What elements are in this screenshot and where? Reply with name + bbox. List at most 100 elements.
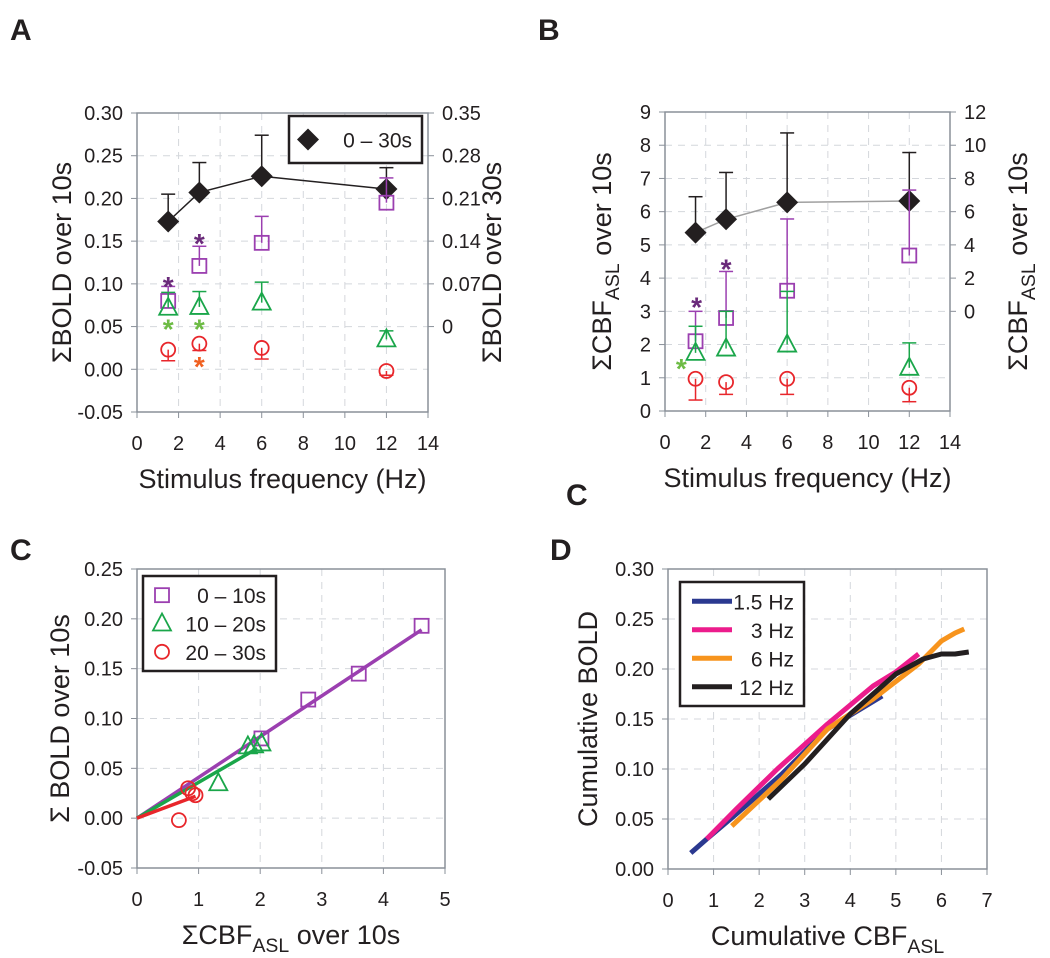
y-tick-label: 0.10 <box>615 759 654 781</box>
data-point-circle <box>160 341 177 358</box>
y-tick-label: 7 <box>640 168 651 190</box>
x-tick-label: 7 <box>981 890 992 912</box>
data-point-diamond <box>157 210 180 233</box>
x-tick-label: 10 <box>334 433 356 455</box>
x-tick-label: 6 <box>256 433 267 455</box>
x-tick-label: 0 <box>662 890 673 912</box>
significance-asterisk: * <box>163 314 174 345</box>
data-point-circle <box>184 785 201 802</box>
fit-line <box>136 794 197 820</box>
y-tick-label: 0 <box>640 401 651 423</box>
data-point-square <box>253 234 270 251</box>
panel-label-stray-c: C <box>566 479 588 512</box>
x-tick-label: 12 <box>375 433 397 455</box>
right-y-tick-label: 0 <box>964 301 975 323</box>
x-tick-label: 10 <box>857 432 879 454</box>
data-point-circle <box>779 370 796 387</box>
right-y-tick-label: 10 <box>964 135 986 157</box>
data-point-triangle <box>237 734 259 755</box>
series-line <box>730 626 966 828</box>
data-point-triangle <box>157 295 179 316</box>
y-tick-label: 0.05 <box>615 809 654 831</box>
right-y-tick-label: 8 <box>964 168 975 190</box>
significance-asterisk: * <box>691 292 702 323</box>
data-point-triangle <box>715 336 737 357</box>
legend: 1.5 Hz 3 Hz 6 Hz 12 Hz <box>678 580 806 708</box>
legend-label: 0 – 10s <box>197 585 266 608</box>
x-tick-label: 4 <box>741 432 752 454</box>
plot-frame <box>136 568 446 869</box>
data-point-triangle <box>776 332 798 353</box>
legend-label: 1.5 Hz <box>733 591 794 614</box>
series-0-10s <box>160 177 395 309</box>
legend-box <box>141 574 278 673</box>
x-axis-label: ΣCBFASL over 10s <box>182 920 401 957</box>
x-tick-label: 0 <box>131 433 142 455</box>
series-0-10s <box>253 617 430 747</box>
x-tick-label: 1 <box>193 889 204 911</box>
series-20-30s <box>170 780 204 829</box>
legend: 0 – 10s 10 – 20s 20 – 30s <box>141 574 278 673</box>
right-y-tick-label: 0.28 <box>442 146 481 168</box>
right-y-tick-label: 0 <box>442 317 453 339</box>
significance-asterisk: * <box>194 351 205 382</box>
y-tick-label: 0.30 <box>615 559 654 581</box>
x-tick-label: 3 <box>316 889 327 911</box>
data-point-square <box>350 665 367 682</box>
legend-label: 20 – 30s <box>185 642 266 665</box>
data-point-circle <box>191 335 208 352</box>
right-y-tick-label: 0.14 <box>442 231 481 253</box>
y-axis-label: ΣBOLD over 10s <box>47 162 77 363</box>
x-axis-label: Stimulus frequency (Hz) <box>138 464 426 494</box>
series-20-30s <box>687 370 918 403</box>
charts: 0 2 4 6 8 10 12 14-0.050.000.050.100.150.200.25… <box>45 102 1040 958</box>
y-tick-label: 0.25 <box>84 146 123 168</box>
y-tick-label: 0.15 <box>84 659 123 681</box>
series-6-hz <box>730 626 966 828</box>
series-0-30s <box>157 134 398 233</box>
x-tick-label: 8 <box>298 433 309 455</box>
y-tick-label: 0.20 <box>84 188 123 210</box>
legend-label: 6 Hz <box>751 648 794 671</box>
y-axis-label: Cumulative BOLD <box>573 611 603 827</box>
significance-asterisk: * <box>721 253 732 284</box>
y-tick-label: 4 <box>640 268 651 290</box>
data-point-diamond <box>188 181 211 204</box>
series-20-30s <box>160 335 395 379</box>
panel-label-b: B <box>538 14 560 47</box>
legend-marker-diamond <box>297 128 319 151</box>
right-y-tick-label: 0.07 <box>442 274 481 296</box>
connect-line <box>167 175 387 223</box>
legend-label: 10 – 20s <box>185 614 266 637</box>
connect-line <box>695 200 910 234</box>
significance-asterisk: * <box>676 353 687 384</box>
series-10-20s <box>157 281 397 348</box>
data-point-circle <box>718 374 734 390</box>
y-tick-label: 0.15 <box>615 709 654 731</box>
y-tick-label: 9 <box>640 102 651 124</box>
y-tick-label: 0.30 <box>84 103 123 125</box>
data-point-square <box>253 730 270 747</box>
y-tick-label: 6 <box>640 202 651 224</box>
fit-line <box>136 628 423 820</box>
right-y-tick-label: 6 <box>964 202 975 224</box>
panel-label-a: A <box>10 14 32 47</box>
series-0-30s <box>684 132 921 244</box>
x-tick-label: 4 <box>845 890 856 912</box>
x-tick-label: 2 <box>700 432 711 454</box>
right-y-tick-label: 4 <box>964 235 975 257</box>
x-tick-label: 0 <box>131 889 142 911</box>
significance-asterisk: * <box>163 271 174 302</box>
plot-frame <box>664 111 951 412</box>
data-point-triangle <box>250 731 272 752</box>
x-tick-label: 6 <box>782 432 793 454</box>
data-point-circle <box>170 812 187 829</box>
y-tick-label: 8 <box>640 135 651 157</box>
series-line <box>766 649 970 801</box>
data-point-diamond <box>250 165 273 188</box>
x-tick-label: 3 <box>799 890 810 912</box>
legend-marker-circle <box>154 643 170 660</box>
x-tick-label: 2 <box>754 890 765 912</box>
x-tick-label: 5 <box>890 890 901 912</box>
data-point-square <box>191 258 208 274</box>
